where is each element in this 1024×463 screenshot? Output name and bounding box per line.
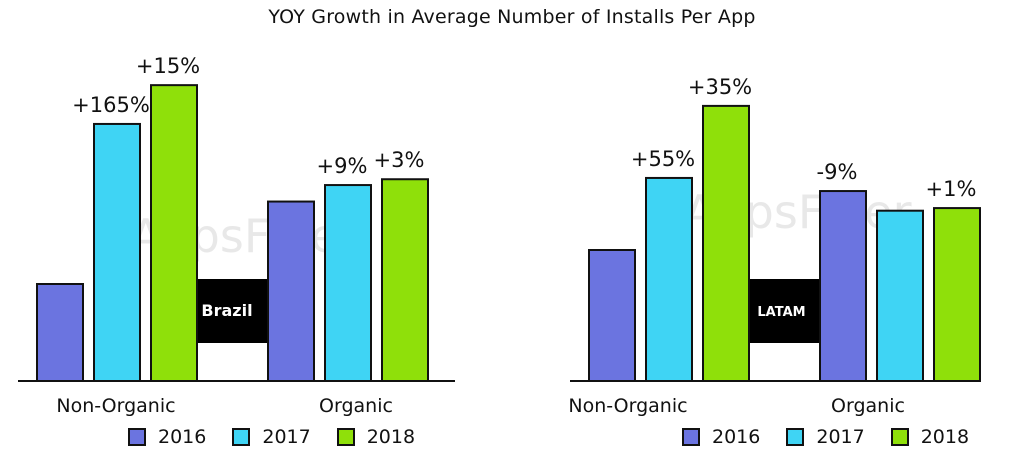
bar-brazil-non-organic-2018	[150, 84, 198, 383]
bar-brazil-organic-2017	[324, 184, 372, 382]
legend-label-2017: 2017	[816, 426, 865, 448]
bar-brazil-non-organic-2016	[36, 283, 84, 382]
bar-latam-organic-2016	[819, 190, 867, 382]
data-label-latam-organic-2016: -9%	[817, 160, 858, 184]
legend-item-2017: 2017	[786, 426, 865, 448]
bar-latam-non-organic-2017	[645, 176, 693, 382]
data-label-brazil-organic-2018: +3%	[374, 148, 425, 172]
legend-label-2018: 2018	[366, 426, 416, 448]
region-label-brazil: Brazil	[201, 301, 252, 320]
data-label-brazil-non-organic-2018: +15%	[136, 54, 200, 78]
bar-brazil-non-organic-2017	[93, 122, 141, 382]
brazil-legend: 2016 2017 2018	[128, 426, 441, 448]
legend-swatch-2016	[128, 428, 146, 446]
legend-label-2016: 2016	[158, 426, 207, 448]
bar-brazil-organic-2016	[267, 200, 315, 382]
legend-item-2016: 2016	[128, 426, 206, 448]
latam-panel: AppsFlyer LATAM +55% +35% Non-Organic -9% +1% O…	[512, 0, 1024, 463]
legend-swatch-2018	[336, 428, 355, 446]
bar-latam-organic-2017	[876, 209, 924, 382]
category-label-latam-non-organic: Non-Organic	[568, 395, 687, 417]
legend-swatch-2018	[890, 428, 909, 446]
bar-brazil-organic-2018	[381, 178, 429, 382]
bar-latam-non-organic-2018	[702, 104, 750, 383]
latam-chart: AppsFlyerLATAM+55%+35%Non-Organic-9%+1%O…	[568, 75, 981, 417]
bar-latam-non-organic-2016	[588, 249, 636, 382]
data-label-brazil-organic-2017: +9%	[317, 154, 368, 178]
region-label-latam: LATAM	[757, 305, 805, 320]
legend-label-2016: 2016	[712, 426, 761, 448]
bar-latam-organic-2018	[933, 207, 981, 382]
latam-legend: 2016 2017 2018	[682, 426, 995, 448]
category-label-brazil-organic: Organic	[319, 395, 393, 417]
legend-swatch-2017	[786, 428, 805, 446]
legend-item-2016: 2016	[682, 426, 760, 448]
data-label-brazil-non-organic-2017: +165%	[72, 93, 150, 117]
data-label-latam-non-organic-2018: +35%	[688, 75, 752, 99]
legend-label-2017: 2017	[262, 426, 311, 448]
legend-swatch-2017	[232, 428, 251, 446]
legend-label-2018: 2018	[920, 426, 970, 448]
legend-item-2018: 2018	[890, 426, 970, 448]
region-box-latam	[747, 279, 824, 343]
chart-title: YOY Growth in Average Number of Installs…	[268, 6, 756, 28]
legend-item-2017: 2017	[232, 426, 311, 448]
brazil-panel: AppsFlyer Brazil +165% +15% Non-Organic +9% +3…	[18, 54, 455, 448]
category-label-brazil-non-organic: Non-Organic	[56, 395, 175, 417]
category-label-latam-organic: Organic	[831, 395, 905, 417]
legend-item-2018: 2018	[336, 426, 416, 448]
data-label-latam-organic-2018: +1%	[926, 177, 977, 201]
legend-swatch-2016	[682, 428, 700, 446]
region-box-brazil	[193, 279, 269, 343]
data-label-latam-non-organic-2017: +55%	[631, 147, 695, 171]
